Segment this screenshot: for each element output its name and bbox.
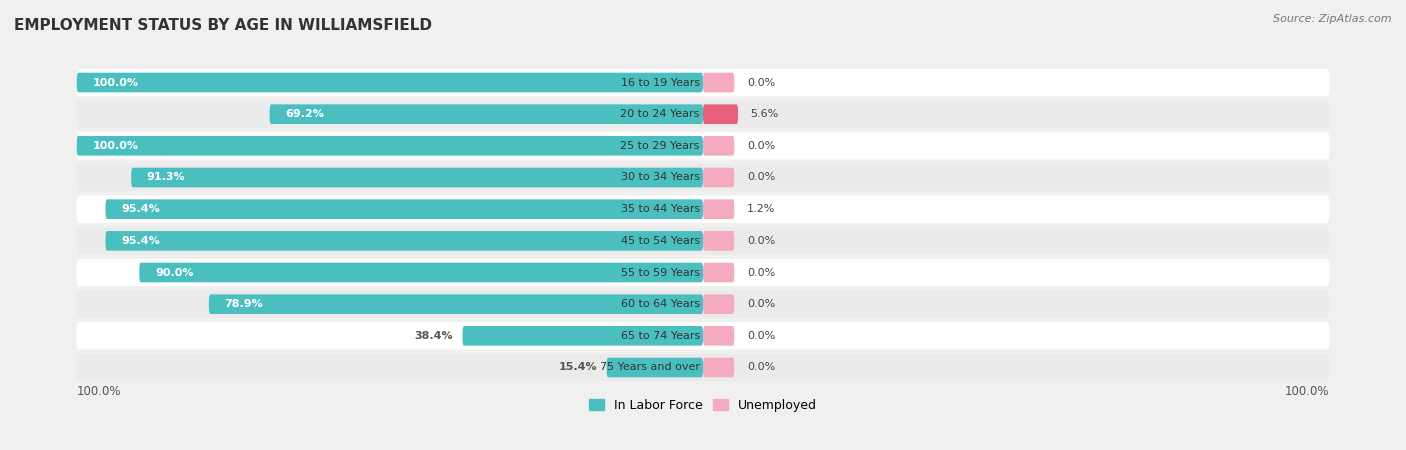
Text: 0.0%: 0.0%: [747, 267, 775, 278]
FancyBboxPatch shape: [77, 164, 1329, 191]
FancyBboxPatch shape: [77, 259, 1329, 286]
Text: 95.4%: 95.4%: [121, 204, 160, 214]
FancyBboxPatch shape: [703, 104, 738, 124]
Text: 100.0%: 100.0%: [77, 385, 121, 398]
FancyBboxPatch shape: [77, 196, 1329, 223]
FancyBboxPatch shape: [703, 231, 734, 251]
Text: 5.6%: 5.6%: [751, 109, 779, 119]
FancyBboxPatch shape: [77, 136, 703, 156]
Text: 69.2%: 69.2%: [285, 109, 325, 119]
FancyBboxPatch shape: [105, 231, 703, 251]
Text: 100.0%: 100.0%: [1285, 385, 1329, 398]
Text: 100.0%: 100.0%: [93, 141, 138, 151]
Text: 75 Years and over: 75 Years and over: [600, 363, 700, 373]
Text: 0.0%: 0.0%: [747, 172, 775, 183]
Text: 20 to 24 Years: 20 to 24 Years: [620, 109, 700, 119]
Text: Source: ZipAtlas.com: Source: ZipAtlas.com: [1274, 14, 1392, 23]
FancyBboxPatch shape: [77, 100, 1329, 128]
FancyBboxPatch shape: [703, 73, 734, 92]
FancyBboxPatch shape: [703, 168, 734, 187]
FancyBboxPatch shape: [105, 199, 703, 219]
FancyBboxPatch shape: [703, 136, 734, 156]
Text: 100.0%: 100.0%: [93, 77, 138, 87]
FancyBboxPatch shape: [77, 227, 1329, 254]
FancyBboxPatch shape: [77, 73, 703, 92]
FancyBboxPatch shape: [209, 294, 703, 314]
Text: 30 to 34 Years: 30 to 34 Years: [620, 172, 700, 183]
FancyBboxPatch shape: [77, 291, 1329, 318]
Text: 1.2%: 1.2%: [747, 204, 775, 214]
Text: 0.0%: 0.0%: [747, 77, 775, 87]
FancyBboxPatch shape: [270, 104, 703, 124]
FancyBboxPatch shape: [463, 326, 703, 346]
FancyBboxPatch shape: [77, 354, 1329, 381]
Text: 55 to 59 Years: 55 to 59 Years: [620, 267, 700, 278]
FancyBboxPatch shape: [131, 168, 703, 187]
Text: 35 to 44 Years: 35 to 44 Years: [620, 204, 700, 214]
FancyBboxPatch shape: [77, 322, 1329, 350]
FancyBboxPatch shape: [606, 358, 703, 377]
Text: 0.0%: 0.0%: [747, 236, 775, 246]
Text: 16 to 19 Years: 16 to 19 Years: [620, 77, 700, 87]
FancyBboxPatch shape: [703, 199, 734, 219]
Text: 91.3%: 91.3%: [146, 172, 186, 183]
FancyBboxPatch shape: [703, 326, 734, 346]
Text: 60 to 64 Years: 60 to 64 Years: [620, 299, 700, 309]
Text: 38.4%: 38.4%: [415, 331, 453, 341]
Text: 78.9%: 78.9%: [225, 299, 263, 309]
Text: 0.0%: 0.0%: [747, 331, 775, 341]
Text: 0.0%: 0.0%: [747, 299, 775, 309]
FancyBboxPatch shape: [703, 358, 734, 377]
FancyBboxPatch shape: [703, 263, 734, 282]
Text: 0.0%: 0.0%: [747, 141, 775, 151]
FancyBboxPatch shape: [77, 132, 1329, 159]
Text: 0.0%: 0.0%: [747, 363, 775, 373]
Text: 95.4%: 95.4%: [121, 236, 160, 246]
FancyBboxPatch shape: [703, 294, 734, 314]
FancyBboxPatch shape: [139, 263, 703, 282]
Legend: In Labor Force, Unemployed: In Labor Force, Unemployed: [583, 394, 823, 417]
Text: 15.4%: 15.4%: [558, 363, 598, 373]
Text: 65 to 74 Years: 65 to 74 Years: [620, 331, 700, 341]
FancyBboxPatch shape: [77, 69, 1329, 96]
Text: 25 to 29 Years: 25 to 29 Years: [620, 141, 700, 151]
Text: 90.0%: 90.0%: [155, 267, 194, 278]
Text: EMPLOYMENT STATUS BY AGE IN WILLIAMSFIELD: EMPLOYMENT STATUS BY AGE IN WILLIAMSFIEL…: [14, 18, 432, 33]
Text: 45 to 54 Years: 45 to 54 Years: [620, 236, 700, 246]
